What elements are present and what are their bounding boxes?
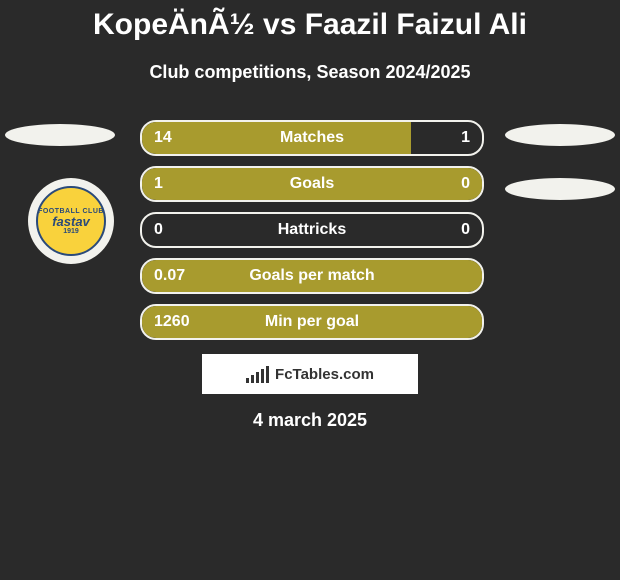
- bar-icon: [261, 369, 264, 383]
- stat-row-min-per-goal: 1260 Min per goal: [140, 304, 484, 340]
- right-player-badge-2: [505, 178, 615, 200]
- stat-row-goals-per-match: 0.07 Goals per match: [140, 258, 484, 294]
- bar-icon: [251, 375, 254, 383]
- club-logo: FOOTBALL CLUB fastav 1919: [28, 178, 114, 264]
- club-logo-line2: fastav: [52, 215, 90, 228]
- stat-label: Min per goal: [142, 313, 482, 331]
- bar-icon: [256, 372, 259, 383]
- fctables-watermark: FcTables.com: [202, 354, 418, 394]
- fctables-label: FcTables.com: [275, 366, 374, 383]
- stat-row-matches: 14 Matches 1: [140, 120, 484, 156]
- left-player-badge-1: [5, 124, 115, 146]
- stat-label: Hattricks: [142, 221, 482, 239]
- club-logo-inner: FOOTBALL CLUB fastav 1919: [36, 186, 106, 256]
- stat-label: Goals per match: [142, 267, 482, 285]
- stat-row-hattricks: 0 Hattricks 0: [140, 212, 484, 248]
- stat-label: Goals: [142, 175, 482, 193]
- club-logo-year: 1919: [63, 228, 79, 235]
- comparison-date: 4 march 2025: [0, 410, 620, 431]
- stat-right-value: 1: [461, 129, 470, 147]
- comparison-canvas: { "title": "KopeÄnÃ½ vs Faazil Faizul Al…: [0, 0, 620, 580]
- bar-icon: [266, 366, 269, 383]
- page-subtitle: Club competitions, Season 2024/2025: [0, 62, 620, 83]
- stat-row-goals: 1 Goals 0: [140, 166, 484, 202]
- right-player-badge-1: [505, 124, 615, 146]
- stat-right-value: 0: [461, 221, 470, 239]
- bar-icon: [246, 378, 249, 383]
- stat-label: Matches: [142, 129, 482, 147]
- fctables-bar-icon: [246, 366, 269, 383]
- stat-right-value: 0: [461, 175, 470, 193]
- page-title: KopeÄnÃ½ vs Faazil Faizul Ali: [0, 8, 620, 42]
